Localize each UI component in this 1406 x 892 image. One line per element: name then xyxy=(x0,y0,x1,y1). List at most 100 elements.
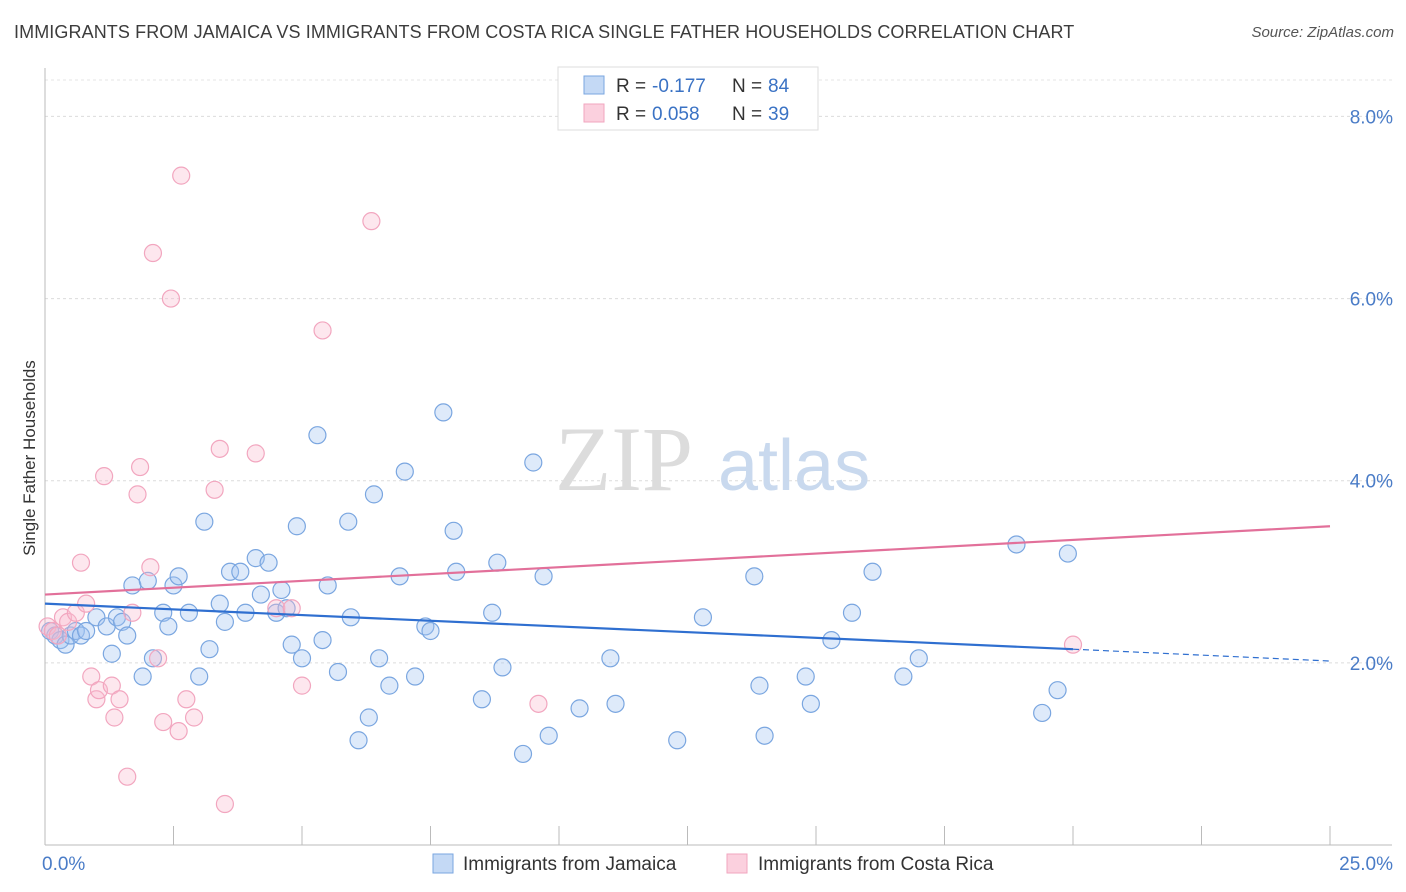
jamaica-point-26 xyxy=(210,594,229,613)
costa-rica-point-15 xyxy=(118,767,137,786)
legend-label-costa-rica: Immigrants from Costa Rica xyxy=(758,854,994,875)
costa-rica-point-6 xyxy=(71,553,91,572)
jamaica-point-20 xyxy=(164,576,183,595)
jamaica-point-3 xyxy=(56,635,75,654)
x-tick-label-1: 25.0% xyxy=(1339,854,1393,875)
costa-rica-point-26 xyxy=(177,690,196,709)
jamaica-point-19 xyxy=(159,617,178,636)
jamaica-point-8 xyxy=(87,608,106,627)
jamaica-trend-extension xyxy=(1072,648,1331,662)
y-tick-label-1: 4.0% xyxy=(1350,472,1393,493)
jamaica-point-72 xyxy=(745,567,764,586)
y-tick-labels: 2.0% 4.0% 6.0% 8.0% xyxy=(1350,107,1393,674)
jamaica-point-46 xyxy=(349,731,368,750)
jamaica-point-32 xyxy=(251,585,270,604)
series-legend: Immigrants from Jamaica Immigrants from … xyxy=(432,853,994,875)
jamaica-point-38 xyxy=(287,517,306,536)
legend-swatch-jamaica xyxy=(583,75,605,95)
costa-rica-point-19 xyxy=(141,558,160,577)
costa-rica-point-30 xyxy=(215,794,234,814)
trend-lines xyxy=(44,525,1331,662)
costa-rica-point-21 xyxy=(148,649,168,668)
jamaica-point-79 xyxy=(863,562,882,581)
jamaica-point-35 xyxy=(272,580,291,600)
x-tick-label-0: 0.0% xyxy=(42,854,85,875)
stat-n-label-costa-rica: N = xyxy=(732,104,762,125)
y-tick-label-0: 2.0% xyxy=(1350,654,1393,675)
costa-rica-point-28 xyxy=(205,480,224,499)
costa-rica-point-2 xyxy=(48,626,67,645)
jamaica-point-10 xyxy=(102,644,121,663)
costa-rica-point-11 xyxy=(95,467,114,486)
costa-rica-point-4 xyxy=(59,612,78,631)
costa-rica-point-32 xyxy=(267,599,286,618)
jamaica-point-22 xyxy=(179,603,199,622)
costa-rica-point-36 xyxy=(362,212,381,231)
x-tick-labels: 0.0% 25.0% xyxy=(42,854,1393,875)
jamaica-point-47 xyxy=(359,708,378,727)
jamaica-point-48 xyxy=(364,485,384,504)
jamaica-point-59 xyxy=(472,690,491,709)
jamaica-point-7 xyxy=(77,621,96,641)
watermark-atlas: atlas xyxy=(718,426,870,506)
jamaica-point-42 xyxy=(318,576,337,595)
source-label: Source: ZipAtlas.com xyxy=(1251,24,1394,41)
jamaica-point-14 xyxy=(123,576,142,595)
costa-rica-point-20 xyxy=(143,243,163,263)
jamaica-point-50 xyxy=(380,676,399,695)
costa-rica-point-38 xyxy=(1063,635,1083,654)
jamaica-point-64 xyxy=(524,453,543,472)
costa-rica-point-29 xyxy=(210,439,229,458)
costa-rica-point-13 xyxy=(105,708,124,727)
jamaica-point-66 xyxy=(539,726,558,745)
costa-rica-point-17 xyxy=(128,485,147,504)
jamaica-point-44 xyxy=(339,512,358,531)
costa-rica-point-14 xyxy=(110,690,129,709)
jamaica-point-21 xyxy=(169,567,188,586)
costa-rica-point-37 xyxy=(529,694,548,713)
jamaica-point-37 xyxy=(282,635,301,654)
costa-rica-trend-line xyxy=(44,525,1331,596)
costa-rica-point-23 xyxy=(161,289,181,308)
jamaica-point-68 xyxy=(601,649,620,668)
jamaica-point-36 xyxy=(277,599,296,618)
stat-n-value-jamaica: 84 xyxy=(768,76,790,97)
jamaica-point-24 xyxy=(195,512,214,531)
y-axis-title: Single Father Households xyxy=(20,360,39,556)
stat-r-label-jamaica: R = xyxy=(616,76,646,97)
costa-rica-point-34 xyxy=(292,676,312,695)
stat-r-value-jamaica: -0.177 xyxy=(652,76,706,97)
jamaica-point-77 xyxy=(822,630,841,650)
stat-n-label-jamaica: N = xyxy=(732,76,762,97)
legend-swatch-costa-rica-bottom xyxy=(726,853,748,874)
jamaica-point-67 xyxy=(570,699,589,718)
jamaica-point-13 xyxy=(118,626,137,645)
costa-rica-point-8 xyxy=(82,667,101,686)
jamaica-point-12 xyxy=(112,612,132,631)
costa-rica-point-12 xyxy=(102,676,121,695)
stat-r-value-costa-rica: 0.058 xyxy=(652,104,700,125)
legend-swatch-jamaica-bottom xyxy=(432,853,454,874)
stat-n-value-costa-rica: 39 xyxy=(768,104,789,125)
jamaica-point-60 xyxy=(483,603,502,622)
jamaica-point-15 xyxy=(133,667,152,686)
jamaica-point-33 xyxy=(259,553,278,572)
axes xyxy=(44,68,1392,846)
costa-rica-point-24 xyxy=(169,722,188,741)
jamaica-point-81 xyxy=(909,649,928,668)
jamaica-point-29 xyxy=(231,562,250,581)
costa-rica-point-27 xyxy=(184,708,204,727)
jamaica-point-76 xyxy=(801,694,820,713)
jamaica-point-17 xyxy=(143,649,163,668)
costa-rica-point-31 xyxy=(246,444,265,463)
jamaica-point-70 xyxy=(668,731,687,750)
stats-legend: R = -0.177 N = 84 R = 0.058 N = 39 xyxy=(557,66,819,131)
jamaica-point-82 xyxy=(1007,535,1026,554)
jamaica-point-62 xyxy=(493,658,512,677)
jamaica-point-71 xyxy=(693,608,713,627)
costa-rica-point-7 xyxy=(77,594,96,613)
watermark-zip: ZIP xyxy=(555,408,693,510)
jamaica-point-28 xyxy=(220,562,240,581)
costa-rica-point-22 xyxy=(154,712,173,732)
jamaica-point-85 xyxy=(1058,544,1077,563)
